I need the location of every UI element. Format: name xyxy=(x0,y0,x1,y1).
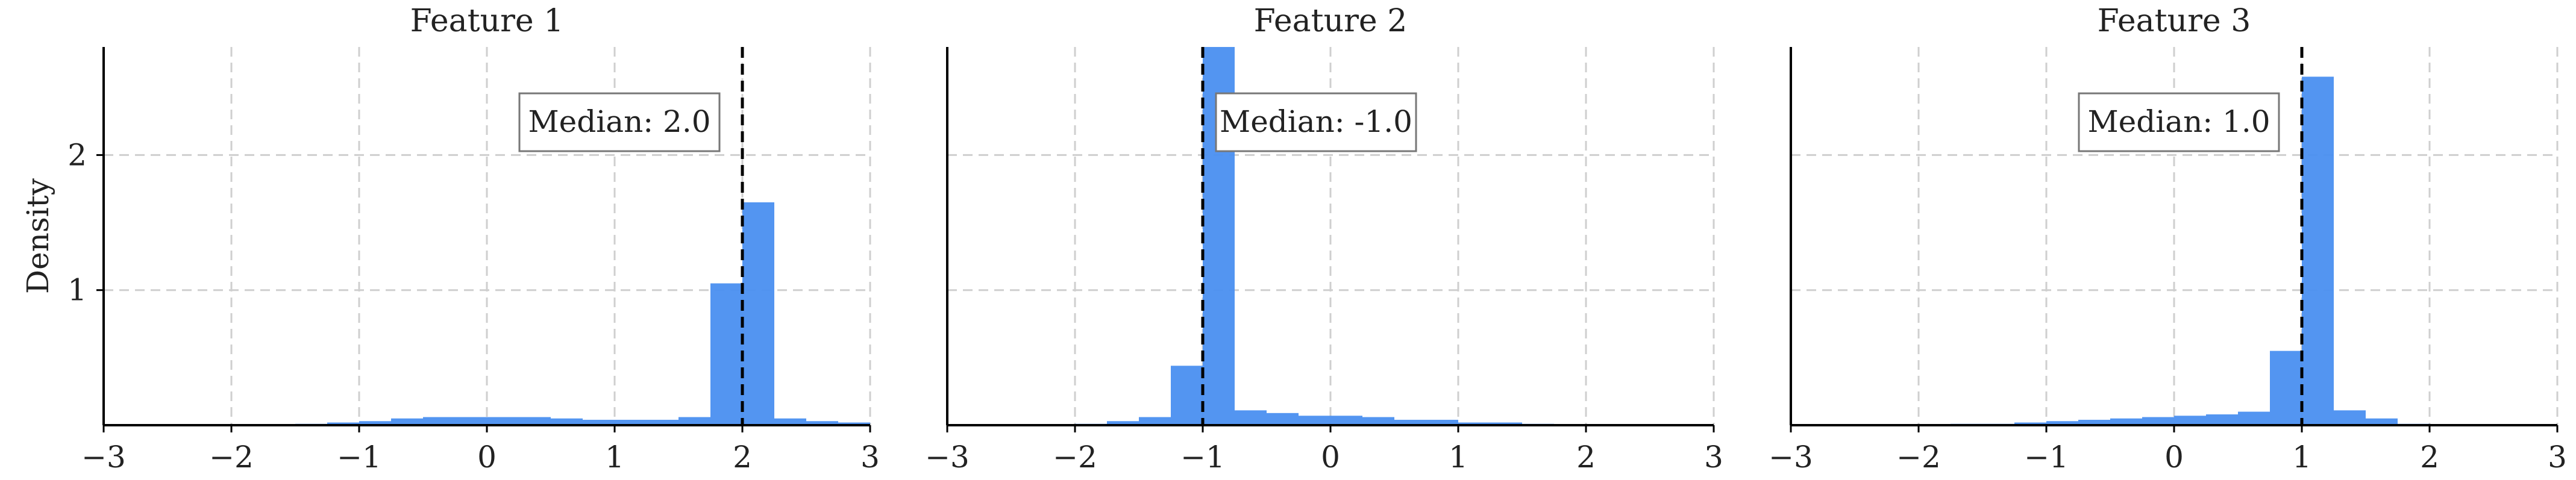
x-tick-label: −1 xyxy=(2024,440,2069,475)
histogram-bar xyxy=(2238,411,2270,425)
panel-feature-1: −3 −2 −1 0 1 2 3 1 2 Density Feature 1 Median: 2.0 xyxy=(20,3,880,475)
median-label: Median: -1.0 xyxy=(1220,104,1412,139)
x-tick-label: 3 xyxy=(1704,440,1723,475)
panel-title: Feature 3 xyxy=(2098,3,2251,39)
histogram-bar xyxy=(710,283,742,425)
x-tick-label: −3 xyxy=(925,440,970,475)
median-label-box xyxy=(2078,92,2280,152)
x-tick-label: 0 xyxy=(477,440,497,475)
histogram-bar xyxy=(2334,410,2366,425)
histogram-bar xyxy=(1490,422,1522,425)
histogram-bar xyxy=(1171,366,1203,425)
histogram-bar xyxy=(487,417,519,425)
x-tick-label: 3 xyxy=(2548,440,2567,475)
histogram-bar xyxy=(455,417,487,425)
x-tick-label: −3 xyxy=(1769,440,1813,475)
x-tick-label: 1 xyxy=(2292,440,2311,475)
x-tick-label: −3 xyxy=(81,440,126,475)
histogram-bar xyxy=(2078,420,2110,425)
histogram-bar xyxy=(1267,413,1299,425)
histogram-bar xyxy=(1330,416,1362,425)
histogram-bars xyxy=(1951,76,2430,425)
panel-title: Feature 1 xyxy=(410,3,564,39)
histogram-bar xyxy=(2142,417,2174,425)
median-label: Median: 2.0 xyxy=(528,104,710,139)
histogram-bar xyxy=(615,420,647,425)
histogram-bar xyxy=(423,417,455,425)
x-tick-label: 1 xyxy=(605,440,624,475)
histogram-bar xyxy=(2206,414,2238,425)
x-tick-label: −1 xyxy=(337,440,381,475)
histogram-bar xyxy=(1107,421,1139,425)
x-tick-label: 2 xyxy=(1576,440,1596,475)
histogram-bar xyxy=(583,420,615,425)
histogram-bars xyxy=(1075,47,1554,425)
histogram-bar xyxy=(838,422,870,425)
y-axis-label: Density xyxy=(20,178,55,294)
x-tick-label: 3 xyxy=(860,440,880,475)
histogram-bar xyxy=(1362,417,1394,425)
histogram-bar xyxy=(2302,76,2334,425)
histogram-bar xyxy=(1235,410,1267,425)
x-tick-label: −2 xyxy=(1053,440,1097,475)
x-tick-label: 2 xyxy=(733,440,752,475)
histogram-bar xyxy=(1394,420,1426,425)
histogram-bar xyxy=(1426,420,1458,425)
x-tick-label: −2 xyxy=(1896,440,1941,475)
median-label-box xyxy=(518,92,721,152)
histogram-bar xyxy=(647,420,678,425)
histogram-bar xyxy=(2270,351,2302,425)
y-tick-label: 1 xyxy=(67,273,87,308)
x-tick-label: −1 xyxy=(1180,440,1225,475)
histogram-bar xyxy=(391,418,423,425)
panel-feature-2: −3 −2 −1 0 1 2 3 Feature 2 Median: -1.0 xyxy=(925,3,1723,475)
histogram-bar xyxy=(359,421,391,425)
histogram-bar xyxy=(551,418,583,425)
x-tick-label: 2 xyxy=(2420,440,2439,475)
histogram-bar xyxy=(2366,418,2398,425)
median-label-box xyxy=(1215,92,1417,152)
histogram-bar xyxy=(1139,417,1171,425)
x-tick-label: 0 xyxy=(2164,440,2184,475)
x-tick-label: 1 xyxy=(1449,440,1468,475)
histogram-bar xyxy=(1299,416,1330,425)
histogram-bar xyxy=(1203,47,1235,425)
histogram-bar xyxy=(2110,418,2142,425)
y-tick-label: 2 xyxy=(67,137,87,172)
histogram-bar xyxy=(678,417,710,425)
histogram-bar xyxy=(774,418,806,425)
histogram-bars xyxy=(295,202,870,425)
histogram-bar xyxy=(327,422,359,425)
histogram-bar xyxy=(806,421,838,425)
panel-title: Feature 2 xyxy=(1254,3,1408,39)
histogram-bar xyxy=(2174,416,2206,425)
panel-feature-3: −3 −2 −1 0 1 2 3 Feature 3 Median: 1.0 xyxy=(1769,3,2567,475)
histogram-bar xyxy=(2014,422,2046,425)
histogram-bar xyxy=(2046,421,2078,425)
x-tick-label: 0 xyxy=(1321,440,1340,475)
median-label: Median: 1.0 xyxy=(2087,104,2270,139)
x-tick-label: −2 xyxy=(209,440,254,475)
histogram-bar xyxy=(742,202,774,425)
histogram-bar xyxy=(519,417,551,425)
histogram-bar xyxy=(1458,422,1490,425)
